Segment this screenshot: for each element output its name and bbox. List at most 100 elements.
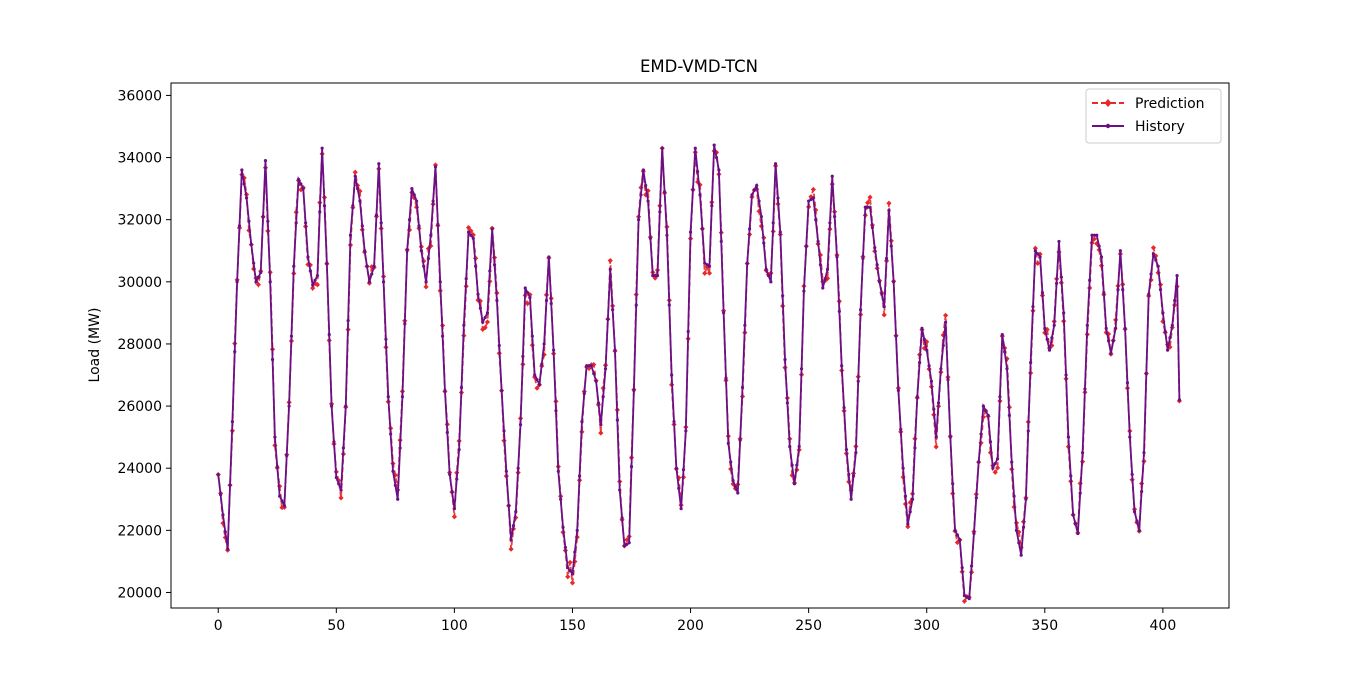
legend-marker-prediction (1104, 99, 1112, 107)
history-point (1064, 373, 1068, 377)
history-point (533, 373, 537, 377)
history-point (887, 208, 891, 212)
prediction-point (567, 559, 573, 566)
history-point (594, 379, 598, 383)
history-point (632, 388, 636, 393)
history-point (1132, 510, 1137, 514)
history-point (842, 406, 846, 410)
history-point (993, 461, 997, 466)
history-point (306, 255, 310, 259)
history-point (1095, 233, 1099, 237)
history-point (608, 267, 612, 271)
history-point (922, 337, 926, 341)
history-point (1083, 387, 1087, 391)
history-point (691, 188, 695, 192)
history-point (1151, 252, 1156, 256)
history-point (329, 404, 334, 408)
history-point (301, 187, 305, 191)
history-point (743, 323, 747, 327)
prediction-point (598, 430, 604, 436)
history-point (518, 423, 523, 427)
history-point (599, 423, 603, 427)
history-point (559, 497, 563, 501)
history-point (811, 196, 815, 200)
history-point (693, 146, 697, 150)
history-point (1031, 305, 1035, 309)
history-point (223, 530, 227, 534)
history-point (1085, 323, 1089, 327)
prediction-point (924, 339, 930, 345)
history-point (776, 196, 780, 200)
history-point (901, 466, 905, 470)
history-point (1147, 292, 1151, 296)
y-tick-label: 22000 (117, 523, 162, 539)
history-point (452, 506, 456, 511)
history-point (892, 280, 896, 284)
history-point (908, 510, 912, 514)
history-point (464, 277, 468, 281)
prediction-point (1160, 318, 1166, 325)
prediction-point (369, 264, 375, 270)
history-point (351, 204, 355, 208)
history-point (424, 280, 428, 284)
history-point (977, 460, 981, 464)
history-point (1005, 367, 1009, 371)
history-point (422, 264, 426, 268)
history-point (651, 274, 655, 278)
history-point (1033, 249, 1037, 253)
history-point (542, 342, 546, 346)
prediction-point (652, 275, 658, 281)
history-point (618, 488, 622, 492)
history-point (799, 367, 804, 371)
history-point (256, 275, 260, 279)
history-point (733, 485, 738, 489)
history-point (1170, 323, 1174, 327)
history-point (639, 193, 643, 197)
history-point (747, 227, 752, 231)
history-point (299, 182, 303, 186)
history-point (986, 413, 990, 417)
history-point (389, 432, 393, 436)
prediction-point (943, 312, 949, 318)
history-point (644, 183, 648, 188)
history-point (481, 320, 485, 324)
history-point (672, 420, 676, 424)
legend: Prediction History (1085, 88, 1222, 144)
history-point (270, 357, 275, 362)
history-point (1130, 472, 1134, 477)
history-point (1050, 336, 1054, 340)
history-point (488, 269, 492, 273)
history-point (686, 329, 690, 334)
history-point (344, 404, 348, 408)
prediction-point (702, 270, 708, 276)
history-point (1168, 336, 1172, 340)
history-point (370, 272, 374, 276)
history-point (547, 255, 551, 259)
history-point (979, 432, 983, 436)
prediction-point (706, 270, 713, 276)
history-point (237, 224, 242, 228)
history-point (740, 385, 745, 390)
history-point (918, 360, 922, 365)
history-point (573, 550, 577, 554)
history-point (280, 499, 284, 503)
history-point (1156, 264, 1160, 268)
history-point (858, 308, 863, 312)
history-point (936, 401, 941, 405)
history-point (218, 493, 223, 497)
history-point (854, 451, 858, 455)
history-point (438, 280, 442, 284)
history-point (334, 475, 338, 480)
history-point (249, 242, 253, 247)
history-point (946, 378, 950, 382)
history-point (1149, 272, 1153, 276)
history-point (240, 168, 244, 172)
history-point (1036, 252, 1040, 256)
history-point (592, 371, 596, 376)
prediction-point (987, 449, 994, 456)
history-point (455, 477, 459, 481)
history-point (228, 483, 232, 487)
prediction-point (338, 495, 344, 501)
history-point (1121, 287, 1125, 292)
